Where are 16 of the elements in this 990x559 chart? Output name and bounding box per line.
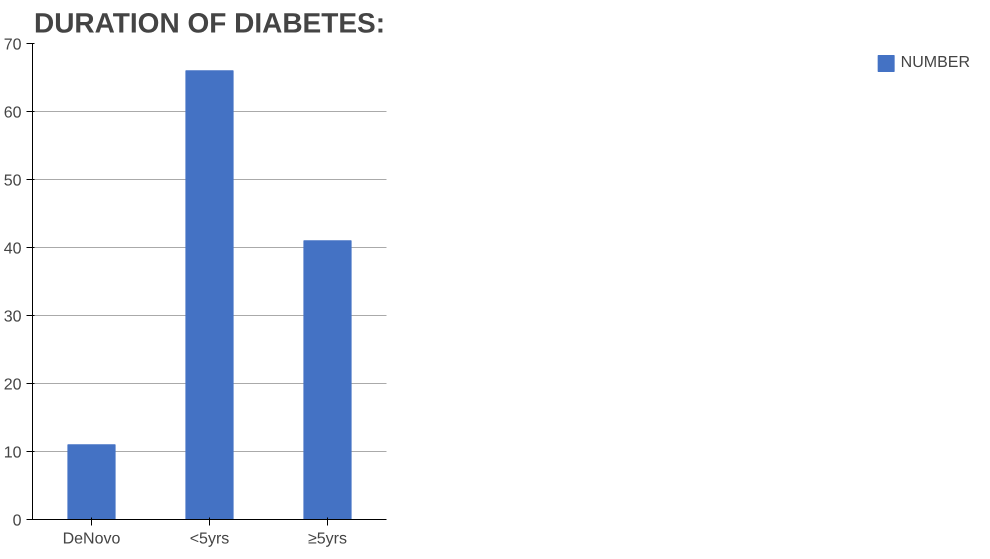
bar xyxy=(67,444,116,520)
bar xyxy=(303,240,352,520)
y-tick-label: 0 xyxy=(12,512,22,530)
bar xyxy=(185,70,234,520)
y-tick-label: 60 xyxy=(4,104,22,122)
x-tick-label: ≥5yrs xyxy=(308,530,348,548)
legend-label: NUMBER xyxy=(900,54,970,72)
y-tick-label: 70 xyxy=(4,36,22,54)
x-tick-label: <5yrs xyxy=(190,530,230,548)
y-tick-label: 20 xyxy=(4,376,22,394)
y-tick-label: 10 xyxy=(4,444,22,462)
y-tick-label: 50 xyxy=(4,172,22,190)
chart-title: DURATION OF DIABETES: xyxy=(34,8,386,38)
y-tick-label: 40 xyxy=(4,240,22,258)
x-tick-label: DeNovo xyxy=(62,530,121,548)
y-tick-label: 30 xyxy=(4,308,22,326)
